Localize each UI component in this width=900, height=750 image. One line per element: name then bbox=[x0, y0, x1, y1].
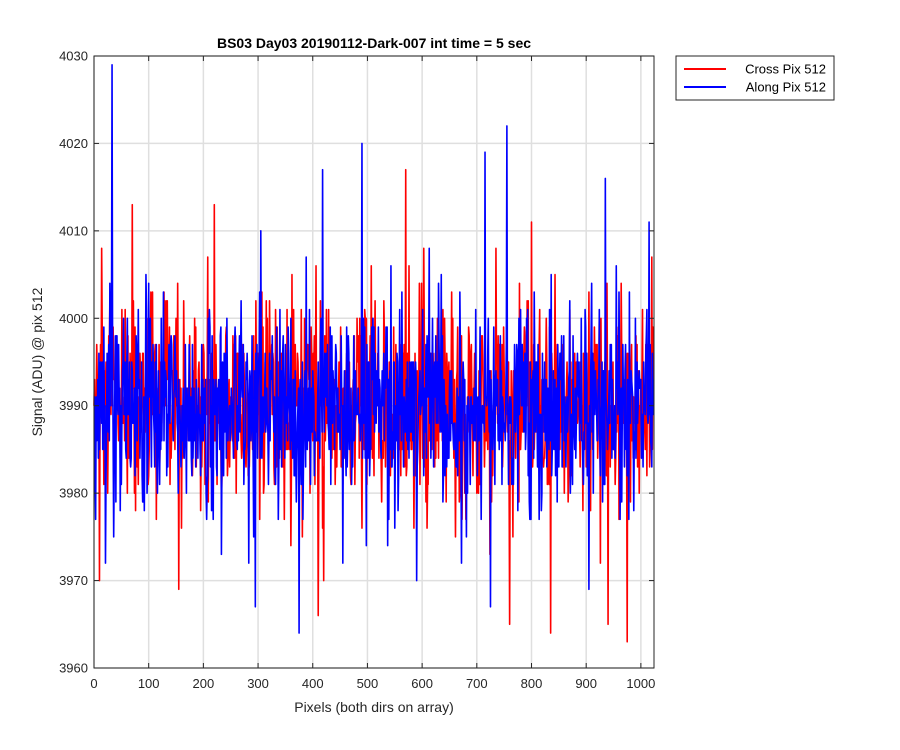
x-tick-label: 300 bbox=[247, 676, 269, 691]
y-tick-label: 3980 bbox=[59, 486, 88, 501]
y-tick-label: 4020 bbox=[59, 136, 88, 151]
y-tick-label: 4010 bbox=[59, 223, 88, 238]
x-axis-label: Pixels (both dirs on array) bbox=[294, 699, 454, 715]
legend-label-along: Along Pix 512 bbox=[746, 80, 826, 95]
y-tick-label: 4000 bbox=[59, 311, 88, 326]
legend-label-cross: Cross Pix 512 bbox=[745, 62, 826, 77]
legend: Cross Pix 512 Along Pix 512 bbox=[675, 55, 835, 101]
x-tick-label: 1000 bbox=[626, 676, 655, 691]
x-tick-label: 600 bbox=[411, 676, 433, 691]
ticks: 0 100 200 300 400 500 600 700 800 900 1000 3960 3970… bbox=[59, 49, 655, 692]
axes-box bbox=[93, 55, 655, 669]
plot-area: 0 100 200 300 400 500 600 700 800 900 1000 3960 3970… bbox=[59, 49, 655, 692]
series-line-along bbox=[93, 63, 655, 634]
x-tick-label: 200 bbox=[193, 676, 215, 691]
x-tick-label: 100 bbox=[138, 676, 160, 691]
x-tick-label: 400 bbox=[302, 676, 324, 691]
y-tick-label: 3990 bbox=[59, 398, 88, 413]
x-tick-label: 800 bbox=[521, 676, 543, 691]
x-tick-label: 500 bbox=[357, 676, 379, 691]
y-axis-label: Signal (ADU) @ pix 512 bbox=[29, 287, 45, 436]
legend-box bbox=[675, 55, 835, 101]
x-tick-label: 0 bbox=[90, 676, 97, 691]
series-layer bbox=[93, 63, 655, 643]
y-tick-label: 3960 bbox=[59, 661, 88, 676]
y-tick-label: 4030 bbox=[59, 49, 88, 64]
y-tick-label: 3970 bbox=[59, 573, 88, 588]
x-tick-label: 900 bbox=[575, 676, 597, 691]
x-tick-label: 700 bbox=[466, 676, 488, 691]
chart-title: BS03 Day03 20190112-Dark-007 int time = … bbox=[217, 35, 531, 51]
